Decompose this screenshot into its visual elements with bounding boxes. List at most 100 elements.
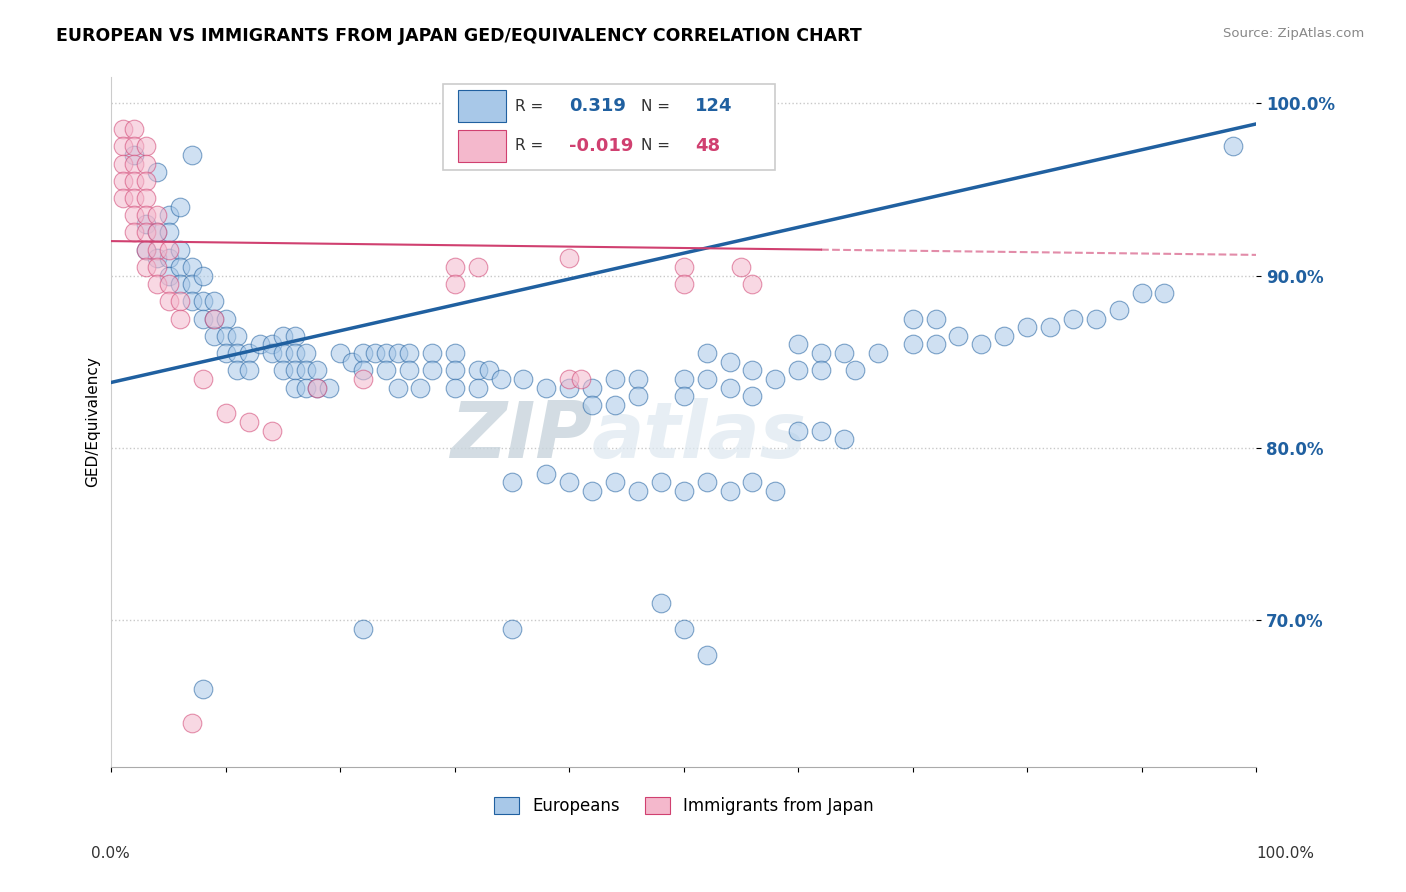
- Point: [443, 260, 465, 274]
- Point: [672, 483, 695, 498]
- Point: [696, 346, 718, 360]
- Point: [340, 354, 363, 368]
- Point: [329, 346, 352, 360]
- Point: [741, 389, 763, 403]
- Point: [901, 311, 924, 326]
- Point: [1062, 311, 1084, 326]
- Text: N =: N =: [641, 98, 671, 113]
- Point: [238, 363, 260, 377]
- Point: [295, 380, 318, 394]
- Point: [180, 716, 202, 731]
- Point: [124, 174, 146, 188]
- Point: [787, 363, 810, 377]
- Point: [283, 380, 305, 394]
- Point: [558, 372, 581, 386]
- Point: [1153, 285, 1175, 300]
- Point: [512, 372, 534, 386]
- Point: [832, 432, 855, 446]
- Point: [169, 294, 191, 309]
- Point: [226, 329, 249, 343]
- Point: [810, 346, 832, 360]
- Point: [420, 346, 443, 360]
- Point: [558, 475, 581, 490]
- Point: [157, 252, 180, 266]
- Point: [191, 681, 214, 696]
- Point: [718, 354, 741, 368]
- Point: [672, 277, 695, 292]
- Point: [204, 329, 226, 343]
- Point: [283, 346, 305, 360]
- Point: [948, 329, 970, 343]
- Point: [135, 260, 157, 274]
- Point: [111, 122, 134, 136]
- Point: [1084, 311, 1107, 326]
- Point: [295, 346, 318, 360]
- Point: [215, 311, 238, 326]
- Point: [581, 398, 603, 412]
- Point: [180, 294, 202, 309]
- Point: [191, 372, 214, 386]
- Text: 0.319: 0.319: [569, 97, 626, 115]
- Point: [169, 260, 191, 274]
- Point: [501, 475, 523, 490]
- Point: [409, 380, 432, 394]
- Point: [478, 363, 501, 377]
- Point: [363, 346, 385, 360]
- Point: [718, 483, 741, 498]
- Point: [111, 156, 134, 170]
- Point: [318, 380, 340, 394]
- Point: [124, 156, 146, 170]
- Point: [467, 260, 489, 274]
- Point: [157, 277, 180, 292]
- Point: [135, 139, 157, 153]
- Point: [226, 346, 249, 360]
- Point: [157, 268, 180, 283]
- Point: [650, 596, 672, 610]
- Point: [135, 174, 157, 188]
- Point: [169, 243, 191, 257]
- Point: [672, 372, 695, 386]
- Point: [558, 252, 581, 266]
- Point: [627, 372, 650, 386]
- Point: [672, 389, 695, 403]
- Text: 48: 48: [695, 136, 720, 154]
- Point: [398, 346, 420, 360]
- Point: [135, 243, 157, 257]
- Point: [157, 243, 180, 257]
- Text: R =: R =: [516, 98, 544, 113]
- Point: [283, 363, 305, 377]
- Text: N =: N =: [641, 138, 671, 153]
- Point: [741, 475, 763, 490]
- Point: [569, 372, 592, 386]
- Point: [124, 122, 146, 136]
- Point: [672, 260, 695, 274]
- Point: [111, 174, 134, 188]
- Point: [650, 475, 672, 490]
- Point: [146, 252, 169, 266]
- Point: [260, 346, 283, 360]
- Point: [696, 648, 718, 662]
- Point: [215, 329, 238, 343]
- Point: [135, 191, 157, 205]
- Point: [180, 260, 202, 274]
- Point: [467, 363, 489, 377]
- Point: [832, 346, 855, 360]
- Text: 124: 124: [695, 97, 733, 115]
- Point: [260, 337, 283, 351]
- Point: [741, 363, 763, 377]
- Point: [868, 346, 890, 360]
- Point: [135, 156, 157, 170]
- Point: [696, 475, 718, 490]
- Text: Source: ZipAtlas.com: Source: ZipAtlas.com: [1223, 27, 1364, 40]
- Point: [352, 363, 374, 377]
- Point: [271, 329, 294, 343]
- Point: [741, 277, 763, 292]
- Text: -0.019: -0.019: [569, 136, 634, 154]
- Point: [169, 200, 191, 214]
- Text: ZIP: ZIP: [450, 398, 592, 474]
- Point: [536, 467, 558, 481]
- Point: [295, 363, 318, 377]
- Text: 0.0%: 0.0%: [91, 846, 131, 861]
- Point: [238, 346, 260, 360]
- Point: [603, 398, 626, 412]
